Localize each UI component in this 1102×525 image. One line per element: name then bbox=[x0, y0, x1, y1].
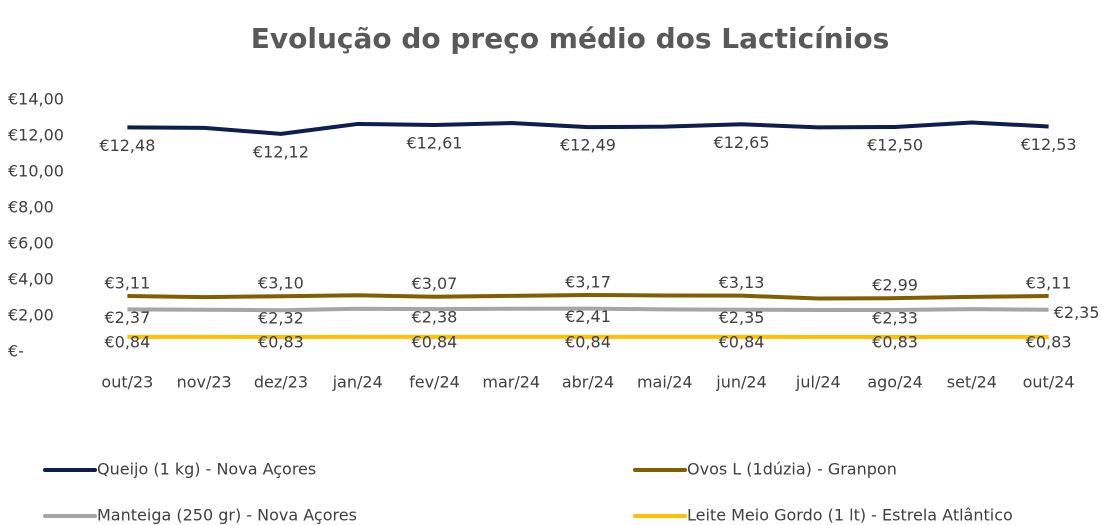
data-label: €0,84 bbox=[412, 332, 458, 351]
data-label: €12,49 bbox=[560, 136, 616, 155]
x-tick-label: out/23 bbox=[101, 373, 153, 392]
x-tick-label: nov/23 bbox=[177, 373, 232, 392]
legend-label: Leite Meio Gordo (1 lt) - Estrela Atlânt… bbox=[687, 506, 1013, 525]
data-label: €12,48 bbox=[99, 136, 155, 155]
x-tick-label: fev/24 bbox=[409, 373, 460, 392]
y-tick-label: €2,00 bbox=[8, 306, 54, 325]
data-label: €12,65 bbox=[714, 133, 770, 152]
data-label: €12,53 bbox=[1021, 135, 1077, 154]
data-label: €2,32 bbox=[258, 309, 304, 328]
x-tick-label: abr/24 bbox=[562, 373, 614, 392]
data-label: €2,33 bbox=[872, 309, 918, 328]
data-label: €3,10 bbox=[258, 274, 304, 293]
data-label: €0,84 bbox=[104, 332, 150, 351]
y-tick-label: €14,00 bbox=[8, 90, 64, 109]
y-tick-label: €12,00 bbox=[8, 126, 64, 145]
series-line bbox=[127, 292, 1049, 301]
data-label: €2,35 bbox=[1054, 303, 1100, 322]
data-label: €2,41 bbox=[565, 307, 611, 326]
data-label: €2,37 bbox=[104, 308, 150, 327]
x-tick-label: mai/24 bbox=[637, 373, 693, 392]
x-tick-label: ago/24 bbox=[867, 373, 923, 392]
legend-label: Queijo (1 kg) - Nova Açores bbox=[97, 460, 316, 479]
data-label: €12,61 bbox=[406, 134, 462, 153]
series-line bbox=[127, 120, 1049, 136]
x-tick-label: set/24 bbox=[947, 373, 997, 392]
data-label: €12,50 bbox=[867, 136, 923, 155]
y-tick-label: €- bbox=[8, 342, 24, 361]
x-tick-label: dez/23 bbox=[254, 373, 308, 392]
data-label: €0,83 bbox=[872, 333, 918, 352]
data-label: €2,38 bbox=[412, 308, 458, 327]
x-tick-label: jul/24 bbox=[795, 373, 841, 392]
data-label: €3,17 bbox=[565, 272, 611, 291]
data-label: €3,13 bbox=[719, 273, 765, 292]
data-label: €3,11 bbox=[1026, 274, 1072, 293]
data-label: €0,84 bbox=[719, 332, 765, 351]
data-label: €0,83 bbox=[258, 333, 304, 352]
data-label: €3,07 bbox=[412, 274, 458, 293]
data-label: €2,35 bbox=[719, 308, 765, 327]
y-tick-label: €10,00 bbox=[8, 162, 64, 181]
x-tick-label: jan/24 bbox=[332, 373, 383, 392]
x-tick-label: jun/24 bbox=[715, 373, 766, 392]
chart-title: Evolução do preço médio dos Lacticínios bbox=[251, 22, 890, 55]
x-tick-label: out/24 bbox=[1023, 373, 1075, 392]
data-label: €3,11 bbox=[104, 274, 150, 293]
legend-label: Ovos L (1dúzia) - Granpon bbox=[687, 460, 897, 479]
data-label: €0,84 bbox=[565, 332, 611, 351]
x-tick-label: mar/24 bbox=[482, 373, 540, 392]
y-tick-label: €8,00 bbox=[8, 198, 54, 217]
data-label: €0,83 bbox=[1026, 333, 1072, 352]
data-label: €12,12 bbox=[253, 142, 309, 161]
series-line bbox=[127, 306, 1049, 313]
data-label: €2,99 bbox=[872, 276, 918, 295]
legend-label: Manteiga (250 gr) - Nova Açores bbox=[97, 506, 357, 525]
y-tick-label: €6,00 bbox=[8, 234, 54, 253]
y-tick-label: €4,00 bbox=[8, 270, 54, 289]
